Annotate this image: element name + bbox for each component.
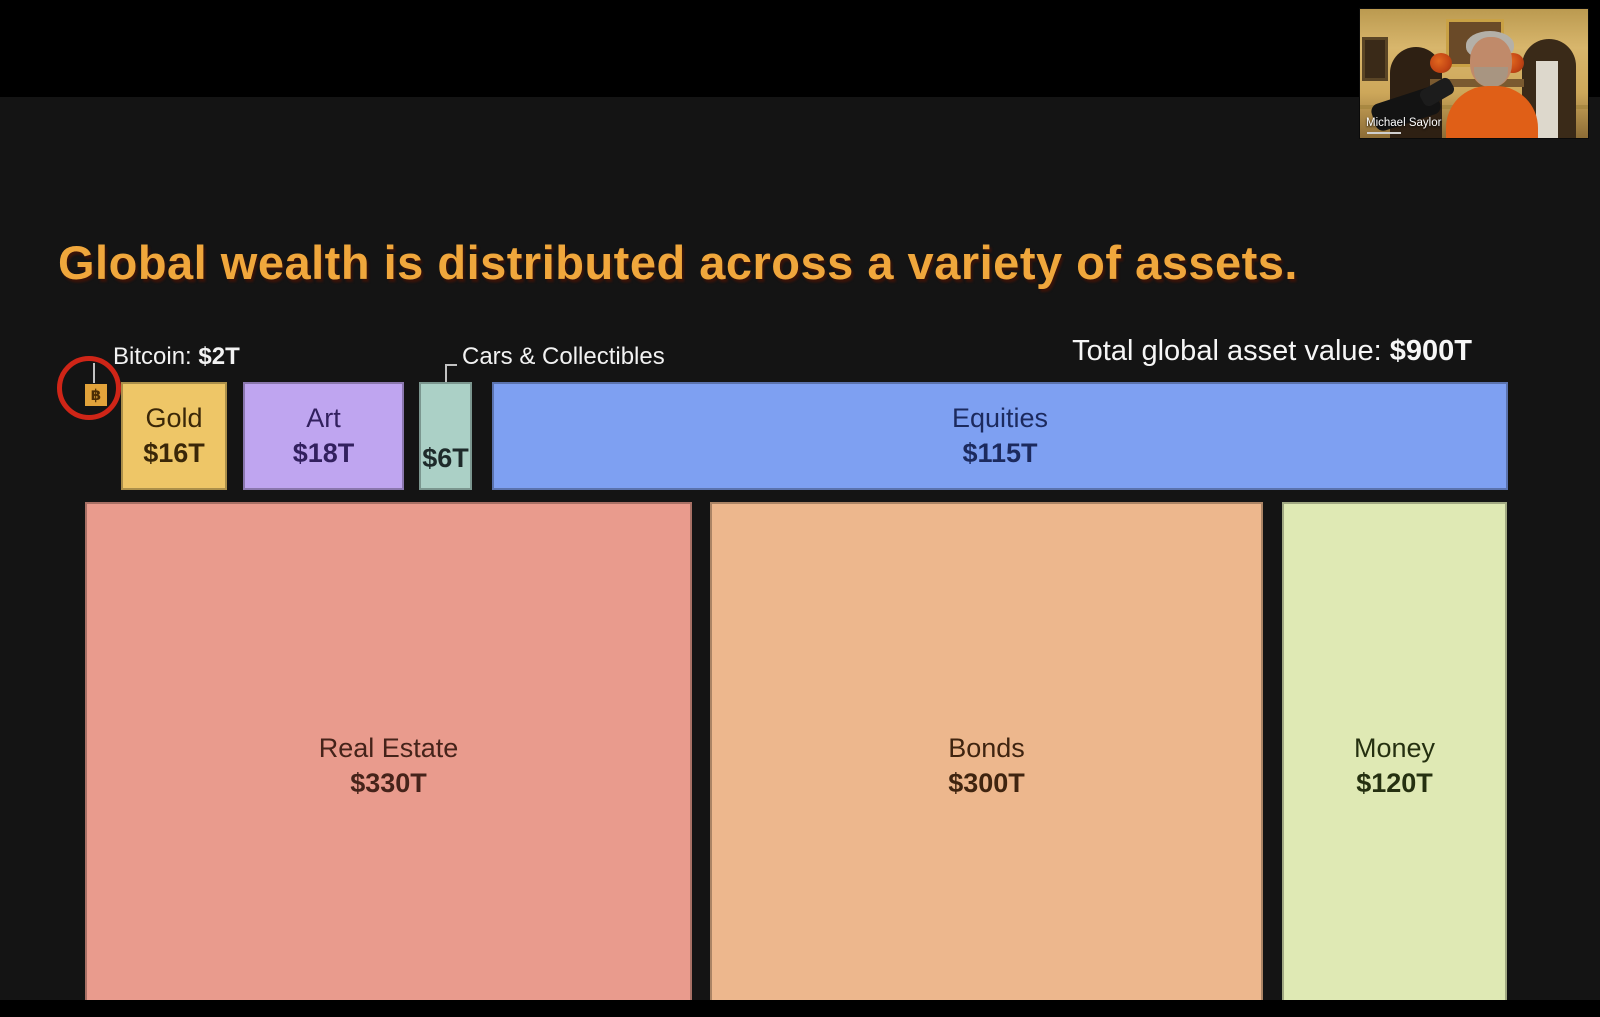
treemap-box-real-estate: Real Estate $330T [85, 502, 692, 1017]
treemap-box-bonds: Bonds $300T [710, 502, 1263, 1017]
cars-bracket-hline [445, 364, 457, 366]
webcam-video-tile[interactable]: Michael Saylor [1360, 9, 1588, 138]
total-asset-value-label: Total global asset value: [1072, 335, 1382, 367]
cars-callout: Cars & Collectibles [462, 343, 665, 370]
box-art-value: $18T [292, 438, 355, 468]
slide-background: Global wealth is distributed across a va… [0, 97, 1600, 1017]
webcam-name-underline [1367, 132, 1401, 134]
treemap-box-gold: Gold $16T [121, 382, 227, 490]
box-gold-value: $16T [143, 438, 205, 468]
box-gold-label: Gold [145, 403, 203, 433]
treemap-box-equities: Equities $115T [492, 382, 1508, 490]
box-real-estate-label: Real Estate [318, 732, 459, 763]
bitcoin-callout-label: Bitcoin: [113, 343, 192, 370]
webcam-flowers-left [1430, 53, 1452, 73]
webcam-mantel-shelf [1430, 79, 1524, 87]
bitcoin-callout-value: $2T [198, 343, 240, 370]
webcam-person-beard [1474, 67, 1508, 87]
slide-title: Global wealth is distributed across a va… [58, 236, 1298, 289]
webcam-person-shirt [1446, 86, 1538, 138]
bitcoin-callout: Bitcoin: $2T [113, 343, 240, 371]
box-cars-value: $6T [422, 443, 469, 473]
bottom-letterbox-bar [0, 1000, 1600, 1017]
box-real-estate-value: $330T [350, 767, 427, 798]
treemap-box-art: Art $18T [243, 382, 404, 490]
treemap-box-money: Money $120T [1282, 502, 1507, 1017]
treemap-box-cars-collectibles: $6T [419, 382, 472, 490]
box-bonds-label: Bonds [948, 732, 1025, 763]
box-equities-label: Equities [951, 403, 1049, 433]
cars-bracket-vline [445, 364, 447, 383]
box-equities-value: $115T [962, 438, 1038, 468]
webcam-door [1536, 61, 1558, 138]
webcam-picture-frame [1362, 37, 1388, 81]
box-art-label: Art [306, 403, 341, 433]
webcam-name-label: Michael Saylor [1366, 117, 1442, 129]
box-money-label: Money [1353, 732, 1436, 763]
box-money-value: $120T [1356, 767, 1433, 798]
total-asset-value-amount: $900T [1389, 335, 1472, 367]
box-bonds-value: $300T [948, 767, 1025, 798]
bitcoin-annotation-circle [57, 356, 121, 420]
total-asset-value: Total global asset value: $900T [672, 335, 1472, 368]
